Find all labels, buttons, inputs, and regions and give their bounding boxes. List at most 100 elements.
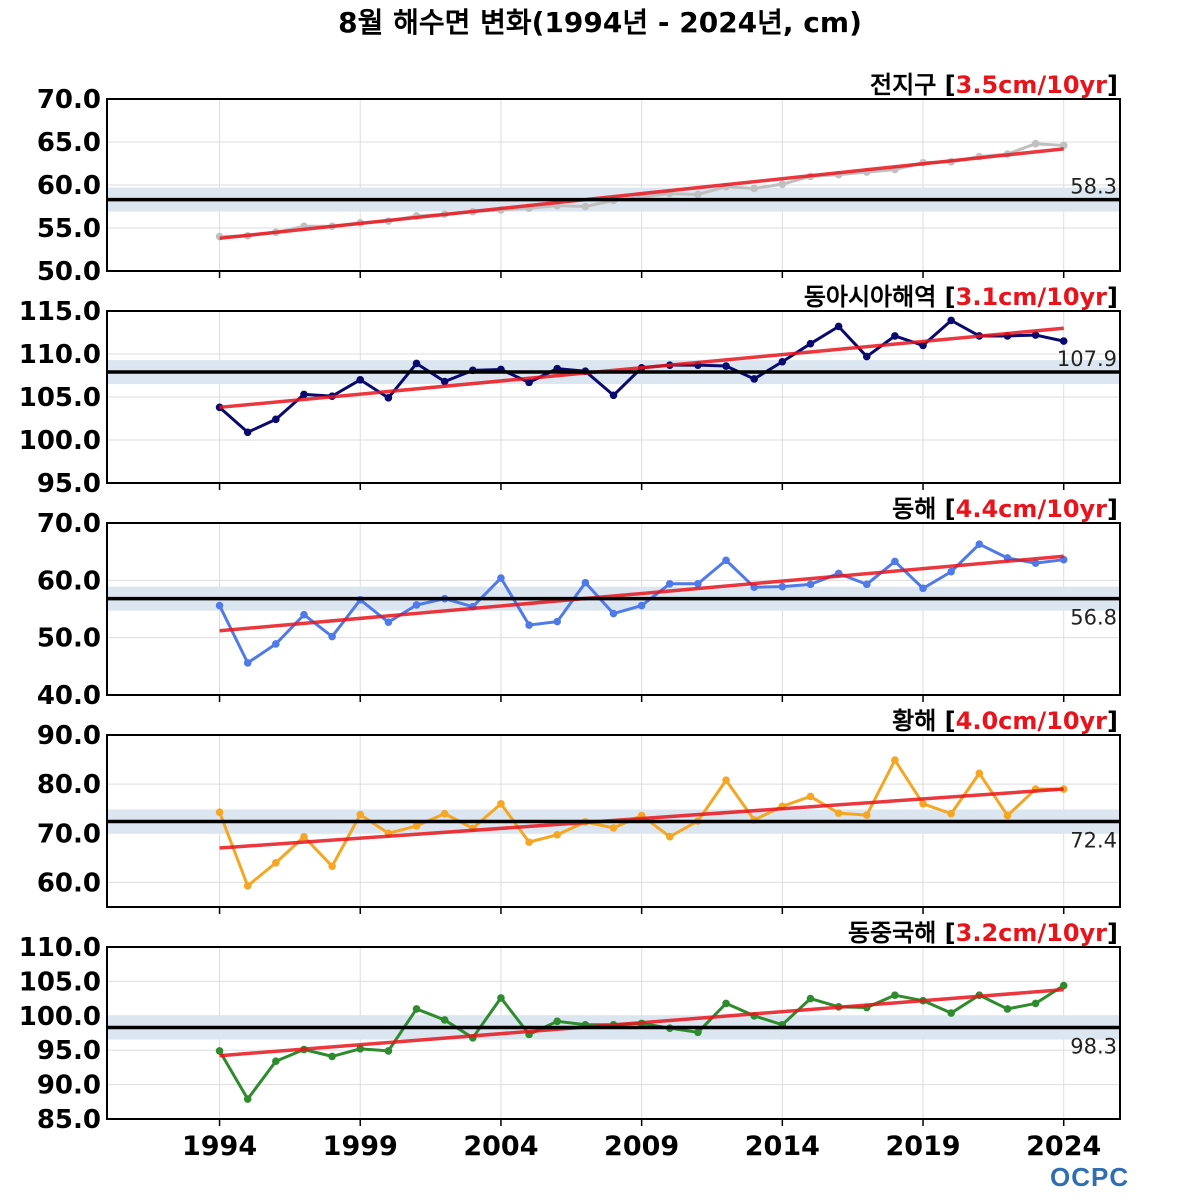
x-tick-label: 2009 [604,1131,679,1162]
data-point [272,415,280,424]
data-point [891,557,899,566]
data-point [1003,1005,1012,1013]
data-point [947,809,955,818]
y-tick-label: 95.0 [37,469,101,499]
panel-name: 황해 [ [892,707,955,735]
data-point [806,994,815,1003]
data-point [553,830,562,839]
panel-2: 95.0 100.0 105.0 110.0 115.0 107.9 동아시아해역 [3.1… [19,283,1121,499]
mean-label: 98.3 [1070,1034,1117,1058]
panel-name: 동아시아해역 [ [804,283,956,311]
data-point [891,756,899,764]
data-point [891,991,899,999]
bracket: ] [1107,707,1118,735]
data-point [440,377,449,386]
x-tick-label: 2004 [463,1131,538,1162]
data-point [891,332,899,340]
panel-3: 40.0 50.0 60.0 70.0 56.8 동해 [4.4cm/10yr] [37,495,1121,711]
data-point [919,584,927,593]
data-point [497,574,505,582]
data-point [834,322,843,331]
x-tick-label: 1994 [182,1131,257,1162]
y-tick-label: 90.0 [37,721,101,751]
data-point [834,809,843,817]
data-point [328,862,336,871]
bracket: ] [1107,919,1118,947]
panel-title: 전지구 [3.5cm/10yr] [870,71,1118,99]
y-tick-label: 70.0 [37,85,101,115]
data-point [553,617,562,626]
data-point [947,567,955,576]
data-point [300,390,308,399]
data-point [722,556,730,565]
data-point [778,357,787,366]
trend-rate-label: 3.5cm/10yr [956,71,1108,99]
data-point [215,1047,224,1055]
trend-line [219,326,1064,410]
data-point [581,578,590,587]
data-point [778,180,787,188]
data-point [412,822,421,830]
data-point [694,190,702,199]
data-point [356,376,365,384]
data-point [862,352,871,361]
data-point [525,378,533,387]
trend-rate-label: 3.1cm/10yr [956,283,1108,311]
panel-title: 동아시아해역 [3.1cm/10yr] [804,283,1118,311]
panel-frame [106,734,1121,908]
panel-4: 60.0 70.0 80.0 90.0 72.4 황해 [4.0cm/10yr] [37,707,1121,914]
panel-title: 동중국해 [3.2cm/10yr] [848,919,1118,947]
data-point [328,632,336,641]
ocpc-logo: OCPC [1050,1162,1130,1192]
y-tick-label: 105.0 [19,383,101,413]
y-tick-label: 100.0 [19,1002,101,1032]
y-tick-label: 55.0 [37,214,101,244]
data-point [215,601,224,610]
data-point [750,184,758,193]
y-tick-label: 65.0 [37,128,101,158]
y-tick-label: 80.0 [37,770,101,800]
y-tick-label: 60.0 [37,566,101,596]
panel-name: 동중국해 [ [848,919,956,947]
data-point [975,769,984,778]
panel-frame [106,946,1121,1120]
y-tick-label: 110.0 [19,933,101,963]
data-point [243,659,252,667]
trend-rate-label: 3.2cm/10yr [956,919,1108,947]
panel-frame [106,310,1121,484]
data-point [1031,559,1040,567]
data-point [1059,981,1068,990]
mean-label: 72.4 [1070,828,1117,852]
trend-rate-label: 4.0cm/10yr [956,707,1108,735]
data-point [412,601,421,609]
panel-1: 50.0 55.0 60.0 65.0 70.0 58.3 전지구 [3.5cm/10yr] [37,71,1121,287]
y-tick-label: 60.0 [37,868,101,898]
trend-line [219,787,1064,850]
y-tick-label: 50.0 [37,257,101,287]
y-tick-label: 70.0 [37,819,101,849]
data-point [525,621,533,629]
mean-label: 56.8 [1070,606,1117,630]
trend-line [219,147,1064,241]
panel-5: 85.0 90.0 95.0 100.0 105.0 110.0 98.3 동중국해 [3.2… [19,919,1121,1135]
bracket: ] [1107,495,1118,523]
data-point [694,1028,702,1037]
x-tick-label: 2024 [1026,1131,1101,1162]
data-point [215,808,224,816]
data-point [1059,337,1068,345]
data-point [919,800,927,808]
data-point [1031,331,1040,339]
data-point [384,1047,393,1055]
trend-line [219,554,1064,633]
x-tick-label: 1999 [323,1131,398,1162]
data-point [581,202,590,211]
data-point [806,339,815,348]
panel-frame [106,522,1121,696]
data-point [862,811,871,819]
data-point [272,1057,280,1066]
data-point [356,1045,365,1053]
y-tick-label: 110.0 [19,340,101,370]
data-point [665,579,674,588]
data-point [722,776,730,785]
